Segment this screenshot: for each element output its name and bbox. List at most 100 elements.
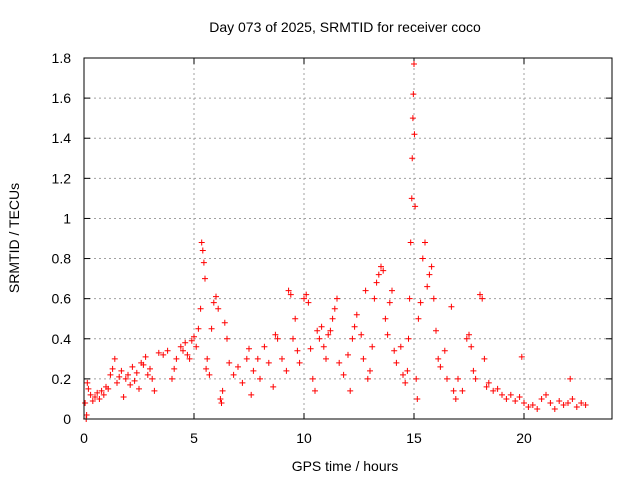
y-tick-label: 0.8: [52, 251, 72, 267]
data-point: [294, 347, 301, 354]
data-point: [155, 349, 162, 356]
data-point: [468, 343, 475, 350]
data-point: [477, 291, 483, 298]
data-point: [217, 395, 224, 402]
data-point: [412, 203, 419, 210]
data-point: [534, 405, 541, 412]
data-point: [114, 379, 120, 386]
data-point: [109, 365, 116, 372]
data-point: [452, 395, 459, 402]
data-point: [140, 361, 147, 368]
data-point: [364, 375, 371, 382]
data-point: [336, 359, 343, 366]
data-point: [408, 195, 415, 202]
data-point: [331, 305, 338, 312]
data-point: [208, 325, 215, 332]
y-tick-label: 0.2: [52, 371, 72, 387]
data-point: [182, 339, 189, 346]
data-point: [285, 287, 292, 294]
data-point: [479, 295, 486, 302]
data-point: [565, 399, 571, 406]
data-point: [435, 355, 442, 362]
data-point: [203, 365, 210, 372]
data-point: [84, 379, 91, 386]
data-point: [402, 379, 409, 386]
data-point: [525, 403, 532, 410]
data-point: [314, 327, 321, 334]
grid-lines: [84, 58, 612, 419]
data-point: [414, 395, 421, 402]
data-point: [257, 375, 263, 382]
data-point: [292, 315, 299, 322]
data-point: [116, 373, 123, 380]
data-point: [358, 331, 365, 338]
data-point: [290, 335, 296, 342]
data-point: [248, 391, 255, 398]
data-points: [82, 61, 589, 422]
data-point: [407, 239, 414, 246]
data-point: [329, 315, 336, 322]
data-point: [94, 389, 101, 396]
data-point: [204, 355, 211, 362]
data-point: [424, 283, 431, 290]
data-point: [279, 355, 285, 362]
data-point: [164, 347, 171, 354]
data-point: [243, 355, 250, 362]
data-point: [409, 115, 416, 122]
data-point: [198, 239, 205, 246]
data-point: [177, 343, 184, 350]
data-point: [199, 247, 206, 254]
data-point: [89, 397, 96, 404]
data-point: [483, 383, 490, 390]
y-axis: 0 0.2 0.4 0.6 0.8 1 1.2 1.4 1.6 1.8: [52, 50, 612, 427]
data-point: [444, 375, 450, 382]
data-point: [351, 323, 358, 330]
data-point: [417, 299, 424, 306]
data-point: [160, 351, 167, 358]
data-point: [573, 403, 580, 410]
data-point: [345, 351, 351, 358]
data-point: [518, 353, 525, 360]
data-point: [380, 267, 387, 274]
data-point: [125, 371, 131, 378]
data-point: [466, 331, 472, 338]
data-point: [413, 375, 420, 382]
data-point: [323, 355, 329, 362]
data-point: [428, 263, 435, 270]
data-point: [85, 385, 92, 392]
x-tick-label: 20: [516, 430, 532, 446]
y-axis-title: SRMTID / TECUs: [6, 183, 22, 293]
data-point: [98, 387, 105, 394]
data-point: [184, 351, 191, 358]
data-point: [512, 397, 519, 404]
x-tick-label: 10: [296, 430, 312, 446]
data-point: [92, 393, 98, 400]
plot-frame: [83, 57, 613, 420]
data-point: [218, 399, 225, 406]
data-point: [340, 371, 347, 378]
data-point: [415, 315, 422, 322]
data-point: [100, 391, 107, 398]
data-point: [188, 337, 195, 344]
data-point: [543, 391, 549, 398]
y-tick-label: 0: [63, 411, 71, 427]
data-point: [169, 375, 175, 382]
data-point: [235, 363, 241, 370]
data-point: [410, 91, 417, 98]
data-point: [261, 343, 268, 350]
data-point: [318, 323, 325, 330]
data-point: [303, 291, 310, 298]
data-point: [373, 279, 380, 286]
data-point: [411, 61, 417, 68]
data-point: [105, 385, 112, 392]
data-point: [547, 399, 554, 406]
y-tick-label: 1.6: [52, 90, 72, 106]
data-point: [582, 401, 589, 408]
data-point: [389, 287, 395, 294]
y-tick-label: 1.2: [52, 170, 72, 186]
data-point: [142, 353, 149, 360]
data-point: [149, 375, 156, 382]
data-point: [224, 335, 230, 342]
data-point: [400, 371, 406, 378]
